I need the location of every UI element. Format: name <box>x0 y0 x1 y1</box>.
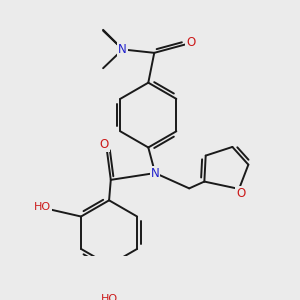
Text: N: N <box>118 43 127 56</box>
Text: O: O <box>186 36 196 49</box>
Text: O: O <box>99 138 109 151</box>
Text: O: O <box>236 187 245 200</box>
Text: N: N <box>151 167 160 179</box>
Text: HO: HO <box>100 294 118 300</box>
Text: HO: HO <box>34 202 51 212</box>
